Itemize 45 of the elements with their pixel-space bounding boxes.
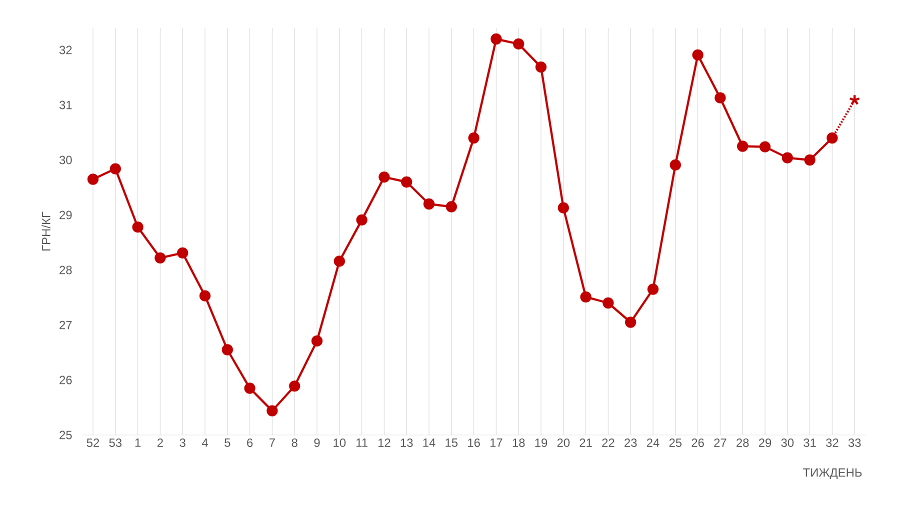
- x-tick-label: 23: [624, 438, 637, 447]
- x-tick-label: 11: [356, 438, 368, 447]
- x-tick-label: 25: [669, 438, 682, 447]
- y-tick-label: 30: [59, 156, 72, 164]
- x-tick-label: 30: [781, 438, 794, 447]
- x-tick-label: 1: [135, 438, 141, 447]
- x-tick-label: 5: [224, 438, 230, 447]
- y-tick-label: 26: [60, 376, 72, 384]
- x-tick-label: 28: [736, 438, 749, 447]
- x-tick-label: 10: [334, 438, 346, 447]
- x-tick-label: 15: [446, 438, 458, 447]
- x-tick-label: 21: [580, 438, 592, 447]
- x-tick-label: 22: [602, 438, 614, 447]
- x-axis-title: ТИЖДЕНЬ: [803, 468, 862, 480]
- x-tick-label: 12: [378, 438, 390, 447]
- x-tick-label: 18: [512, 438, 525, 447]
- y-axis-title: ГРН/КГ: [42, 212, 50, 250]
- x-tick-label: 17: [490, 438, 502, 447]
- x-tick-label: 20: [557, 438, 570, 447]
- y-tick-label: 25: [60, 430, 72, 440]
- x-tick-label: 14: [423, 438, 436, 447]
- x-tick-label: 2: [157, 438, 163, 447]
- y-tick-label: 27: [60, 320, 72, 330]
- x-tick-label: 13: [400, 438, 413, 447]
- x-tick-label: 16: [468, 438, 480, 447]
- y-tick-label: 28: [60, 266, 72, 274]
- y-tick-label: 32: [59, 46, 72, 54]
- x-tick-label: 3: [180, 438, 186, 447]
- x-tick-label: 19: [535, 438, 548, 447]
- y-tick-label: 29: [60, 210, 72, 220]
- x-tick-label: 33: [848, 438, 861, 447]
- x-tick-label: 9: [314, 438, 320, 447]
- x-tick-label: 29: [758, 438, 772, 447]
- x-tick-label: 6: [247, 438, 253, 447]
- x-tick-label: 32: [826, 438, 838, 447]
- x-tick-label: 27: [714, 438, 726, 447]
- x-tick-label: 26: [692, 438, 704, 447]
- x-tick-label: 53: [109, 438, 122, 447]
- x-tick-label: 24: [646, 438, 660, 447]
- x-tick-label: 7: [269, 438, 275, 447]
- x-tick-label: 8: [292, 438, 298, 447]
- y-tick-label: 31: [59, 100, 72, 110]
- x-tick-label: 31: [804, 438, 816, 447]
- x-tick-label: 52: [86, 438, 100, 447]
- x-tick-label: 4: [202, 438, 208, 447]
